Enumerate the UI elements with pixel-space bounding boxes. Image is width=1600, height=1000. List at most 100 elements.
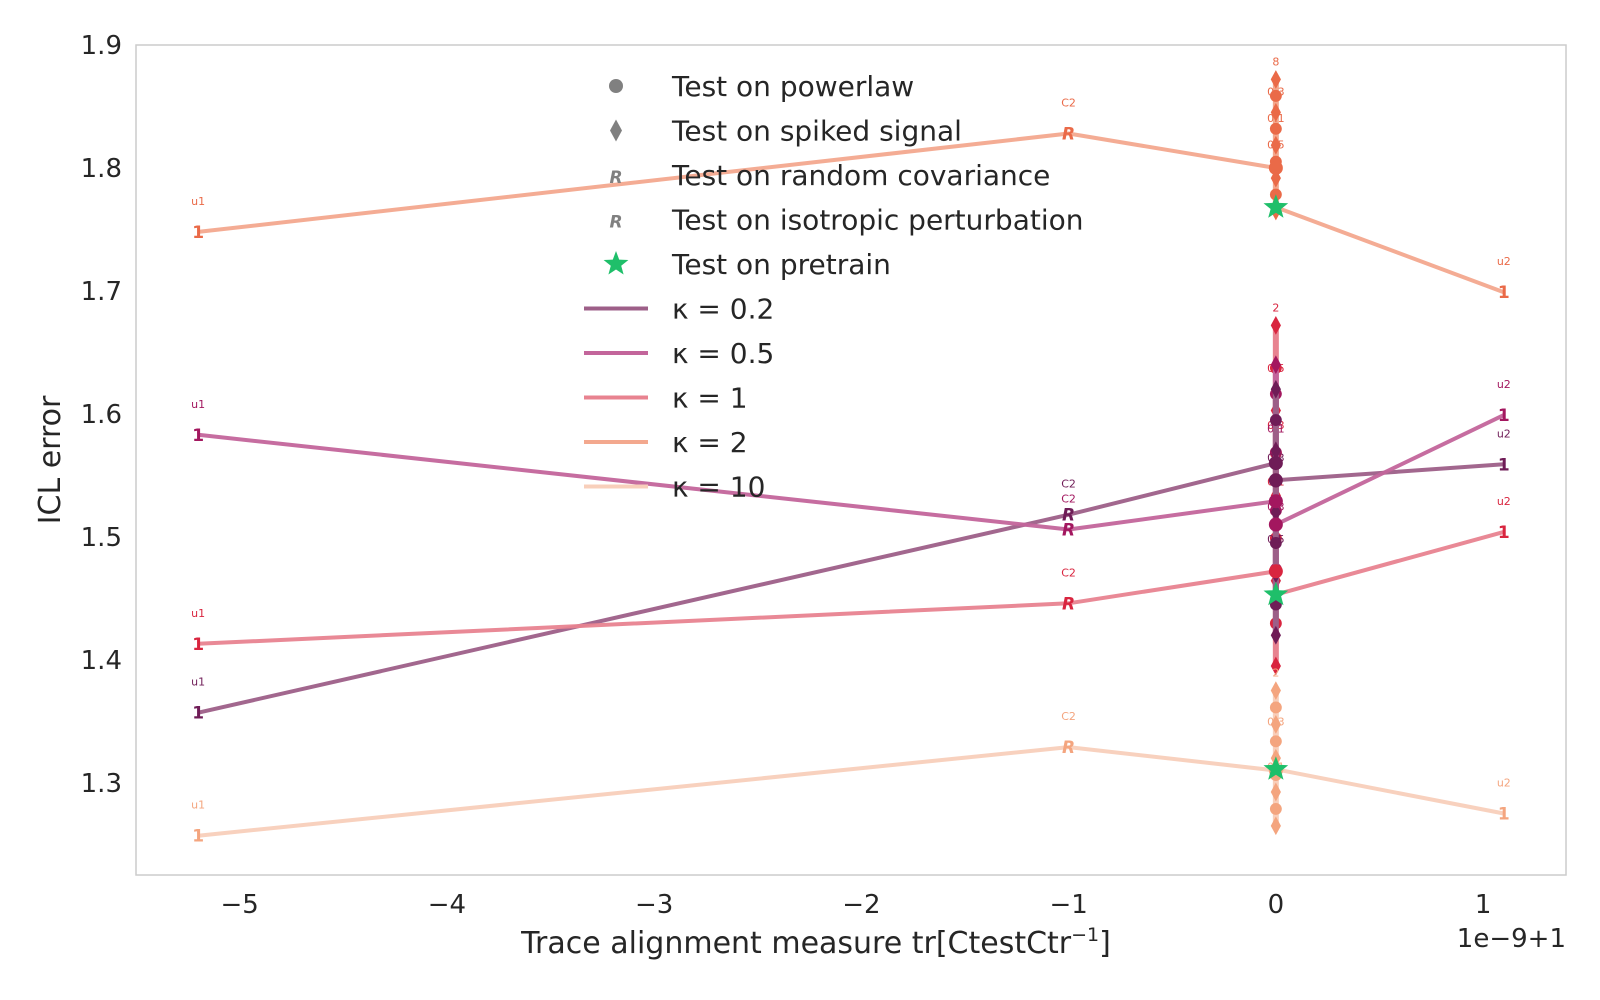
cluster-point (1269, 802, 1282, 815)
data-point-label: u2 (1497, 777, 1511, 790)
data-point-star (1263, 756, 1289, 780)
data-point-1: 1 (192, 704, 204, 724)
x-axis-title: Trace alignment measure tr[CtestCtr−1] (520, 924, 1111, 961)
legend-label: κ = 0.2 (672, 293, 774, 326)
legend: Test on powerlaw Test on spiked signal R Te… (584, 70, 1083, 504)
data-point-label: u1 (191, 799, 205, 812)
data-point-label: C2 (1061, 710, 1076, 723)
data-point-circle (1268, 160, 1283, 175)
data-point-circle (1268, 456, 1283, 471)
cluster-point (1269, 89, 1282, 102)
cluster-point (1270, 379, 1281, 399)
x-tick-label: −1 (1049, 890, 1087, 920)
legend-marker-circle (609, 79, 623, 93)
data-point-label: u2 (1497, 255, 1511, 268)
legend-label: κ = 2 (672, 426, 748, 459)
data-point-1: 1 (192, 223, 204, 243)
data-point-label: u1 (191, 676, 205, 689)
data-point-star (1263, 194, 1289, 218)
cluster-point (1269, 701, 1282, 714)
cluster-label: 0.3 (1267, 86, 1285, 99)
cluster-point (1270, 816, 1281, 836)
data-point-1: 1 (1498, 523, 1510, 543)
legend-marker-R: R (609, 168, 622, 188)
x-axis-ticks: −5 −4 −3 −2 −1 0 1 (220, 890, 1491, 920)
y-axis-title: ICL error (33, 395, 68, 524)
y-tick-label: 1.6 (81, 400, 122, 430)
data-point-circle (1268, 564, 1283, 579)
legend-label: Test on powerlaw (671, 70, 914, 103)
data-point-R: R (1062, 738, 1075, 758)
cluster-point (1270, 656, 1281, 676)
legend-marker-star (603, 251, 629, 275)
data-point-circle (1268, 473, 1283, 488)
cluster-point (1270, 355, 1281, 375)
x-axis-title-close: ] (1099, 926, 1111, 961)
legend-label: κ = 1 (672, 382, 748, 415)
data-point-label: C2 (1061, 492, 1076, 505)
cluster-top-label: 2 (1272, 667, 1279, 680)
data-point-circle (1268, 494, 1283, 509)
cluster-point (1269, 735, 1282, 748)
cluster-top-label: 2 (1272, 301, 1279, 314)
cluster-point (1270, 102, 1281, 122)
data-point-label: u2 (1497, 427, 1511, 440)
cluster-point (1270, 135, 1281, 155)
plot-frame (135, 44, 1567, 876)
y-tick-label: 1.3 (81, 769, 122, 799)
x-tick-label: −5 (220, 890, 258, 920)
data-point-R: R (1062, 520, 1075, 540)
data-point-1: 1 (192, 827, 204, 847)
cluster-point (1270, 681, 1281, 700)
x-tick-label: −4 (428, 890, 466, 920)
x-tick-label: 0 (1268, 890, 1285, 920)
cluster-point (1269, 414, 1282, 426)
cluster-point (1270, 782, 1281, 802)
data-point-label: u1 (191, 195, 205, 208)
data-point-label: C2 (1061, 478, 1076, 491)
cluster-point (1270, 441, 1281, 461)
cluster-label: 0.3 (1267, 716, 1285, 729)
data-point-label: u2 (1497, 378, 1511, 391)
data-point-label: C2 (1061, 97, 1076, 110)
y-tick-label: 1.9 (81, 31, 122, 61)
legend-marker-R: R (609, 213, 622, 233)
y-tick-label: 1.8 (81, 154, 122, 184)
x-tick-label: 1 (1475, 890, 1492, 920)
y-axis-ticks: 1.3 1.4 1.5 1.6 1.7 1.8 1.9 (81, 31, 122, 799)
legend-marker-diamond (610, 119, 622, 142)
cluster-point (1270, 625, 1281, 645)
x-axis-offset-text: 1e−9+1 (1457, 924, 1566, 954)
legend-label: Test on pretrain (671, 248, 891, 281)
data-point-label: u1 (191, 607, 205, 620)
x-axis-title-main: Trace alignment measure tr[CtestCtr (520, 926, 1072, 961)
y-tick-label: 1.4 (81, 646, 122, 676)
data-point-R: R (1062, 506, 1075, 526)
x-axis-title-sup: −1 (1071, 924, 1099, 946)
cluster-label: 0.1 (1267, 112, 1285, 125)
legend-label: Test on spiked signal (671, 115, 962, 148)
cluster-label: 0.5 (1267, 533, 1285, 546)
y-tick-label: 1.7 (81, 277, 122, 307)
data-point-1: 1 (1498, 805, 1510, 825)
y-tick-label: 1.5 (81, 523, 122, 553)
cluster-point (1269, 122, 1282, 135)
x-tick-label: −2 (842, 890, 880, 920)
data-point-R: R (1062, 125, 1075, 145)
cluster-point (1269, 537, 1282, 549)
legend-label: κ = 10 (672, 471, 765, 504)
data-point-1: 1 (192, 635, 204, 655)
data-point-1: 1 (1498, 406, 1510, 426)
data-point-1: 1 (1498, 283, 1510, 303)
data-point-label: u1 (191, 398, 205, 411)
legend-label: Test on random covariance (671, 159, 1050, 192)
cluster-top-label: 8 (1272, 55, 1279, 68)
cluster-point (1270, 316, 1281, 335)
data-point-1: 1 (192, 426, 204, 446)
cluster-point (1270, 715, 1281, 734)
data-point-label: C2 (1061, 566, 1076, 579)
data-point-star (1263, 581, 1289, 606)
data-point-1: 1 (1498, 455, 1510, 475)
